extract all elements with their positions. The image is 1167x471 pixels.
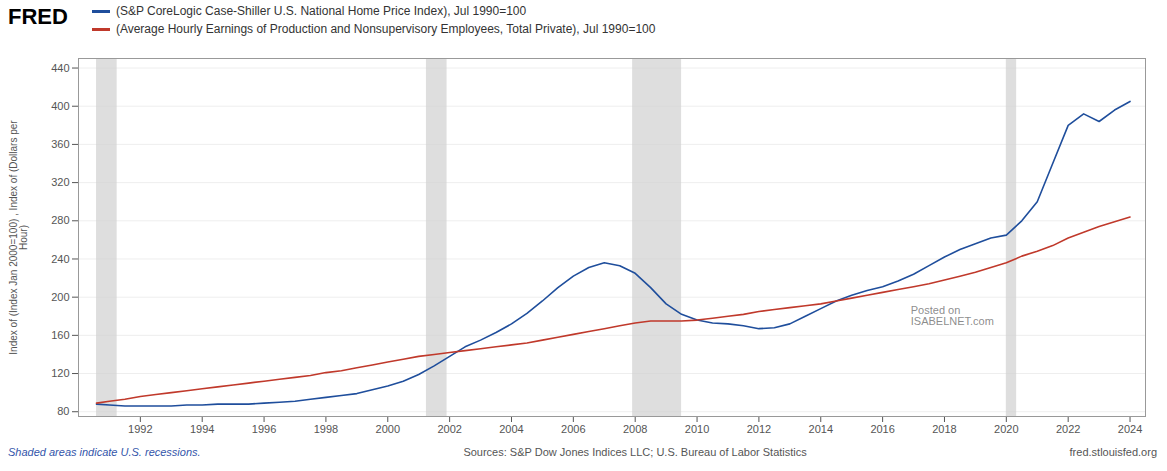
html-text:(S&P CoreLogic Case-Shiller U.: (S&P CoreLogic Case-Shiller U.S. Nationa… [115, 4, 527, 18]
svg-text:80: 80 [57, 405, 69, 417]
svg-text:1996: 1996 [252, 423, 276, 435]
svg-text:Posted onISABELNET.com: Posted onISABELNET.com [911, 304, 994, 327]
html-text:FRED: FRED [8, 4, 68, 29]
svg-text:2020: 2020 [994, 423, 1018, 435]
svg-text:2024: 2024 [1118, 423, 1142, 435]
svg-text:320: 320 [51, 176, 69, 188]
svg-text:2022: 2022 [1056, 423, 1080, 435]
svg-text:2016: 2016 [870, 423, 894, 435]
svg-text:2000: 2000 [376, 423, 400, 435]
svg-text:2008: 2008 [623, 423, 647, 435]
html-text:(Average Hourly Earnings of Pr: (Average Hourly Earnings of Production a… [115, 22, 656, 36]
svg-text:2018: 2018 [932, 423, 956, 435]
svg-text:240: 240 [51, 253, 69, 265]
svg-text:2006: 2006 [561, 423, 585, 435]
svg-text:360: 360 [51, 138, 69, 150]
svg-text:440: 440 [51, 62, 69, 74]
svg-text:2010: 2010 [685, 423, 709, 435]
svg-text:160: 160 [51, 329, 69, 341]
svg-text:1998: 1998 [314, 423, 338, 435]
svg-text:200: 200 [51, 291, 69, 303]
html-text:Sources: S&P Dow Jones Indices: Sources: S&P Dow Jones Indices LLC; U.S.… [463, 446, 807, 458]
svg-text:280: 280 [51, 214, 69, 226]
html-text:Shaded areas indicate U.S. rec: Shaded areas indicate U.S. recessions. [8, 446, 201, 458]
svg-text:2014: 2014 [809, 423, 833, 435]
html-text:fred.stlouisfed.org: fred.stlouisfed.org [1069, 446, 1157, 458]
svg-text:1992: 1992 [128, 423, 152, 435]
svg-text:2004: 2004 [499, 423, 523, 435]
svg-text:120: 120 [51, 367, 69, 379]
svg-text:Index of (Index Jan 2000=100): Index of (Index Jan 2000=100) , Index of… [8, 120, 29, 355]
svg-text:400: 400 [51, 100, 69, 112]
svg-text:1994: 1994 [190, 423, 214, 435]
svg-text:2002: 2002 [437, 423, 461, 435]
svg-text:2012: 2012 [747, 423, 771, 435]
